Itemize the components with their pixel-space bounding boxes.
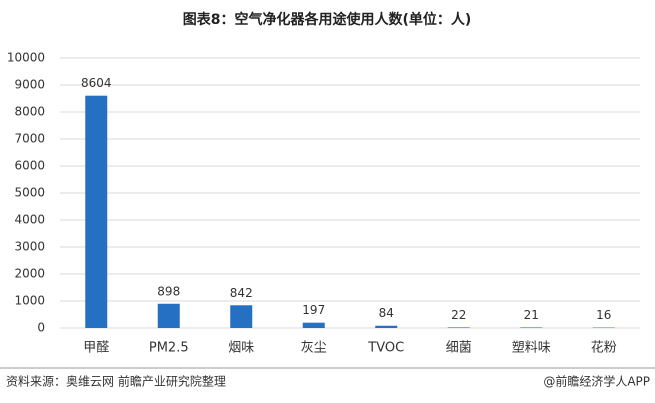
- y-tick-label: 2000: [14, 267, 45, 281]
- bar: [302, 322, 325, 328]
- y-tick-label: 8000: [14, 105, 45, 119]
- data-label: 197: [302, 303, 325, 317]
- x-tick-label: 灰尘: [301, 341, 327, 356]
- y-tick-label: 7000: [14, 132, 45, 146]
- y-tick-label: 3000: [14, 240, 45, 254]
- bar: [157, 303, 180, 328]
- bar: [375, 325, 398, 328]
- x-tick-label: 烟味: [228, 341, 254, 356]
- y-tick-label: 6000: [14, 159, 45, 173]
- bar: [520, 327, 543, 328]
- data-label: 8604: [81, 76, 112, 90]
- credit: @前瞻经济学人APP: [543, 374, 650, 389]
- x-tick-label: TVOC: [367, 341, 404, 356]
- y-tick-label: 10000: [7, 51, 45, 65]
- x-tick-label: PM2.5: [149, 341, 189, 356]
- y-tick-label: 9000: [14, 78, 45, 92]
- data-label: 898: [157, 284, 180, 298]
- y-tick-label: 5000: [14, 186, 45, 200]
- chart-title: 图表8：空气净化器各用途使用人数(单位：人): [183, 11, 472, 28]
- data-label: 16: [596, 308, 611, 322]
- y-tick-label: 1000: [14, 294, 45, 308]
- data-label: 22: [451, 308, 466, 322]
- bar: [230, 305, 253, 328]
- bar: [447, 327, 470, 328]
- data-label: 842: [230, 286, 253, 300]
- x-tick-label: 花粉: [591, 340, 617, 356]
- x-tick-label: 细菌: [446, 341, 472, 356]
- y-tick-label: 0: [37, 321, 45, 335]
- source-note: 资料来源：奥维云网 前瞻产业研究院整理: [6, 374, 226, 389]
- data-label: 84: [379, 306, 394, 320]
- data-label: 21: [524, 308, 539, 322]
- y-tick-label: 4000: [14, 213, 45, 227]
- x-tick-label: 甲醛: [83, 340, 109, 356]
- x-tick-label: 塑料味: [512, 341, 551, 356]
- bar: [85, 95, 108, 328]
